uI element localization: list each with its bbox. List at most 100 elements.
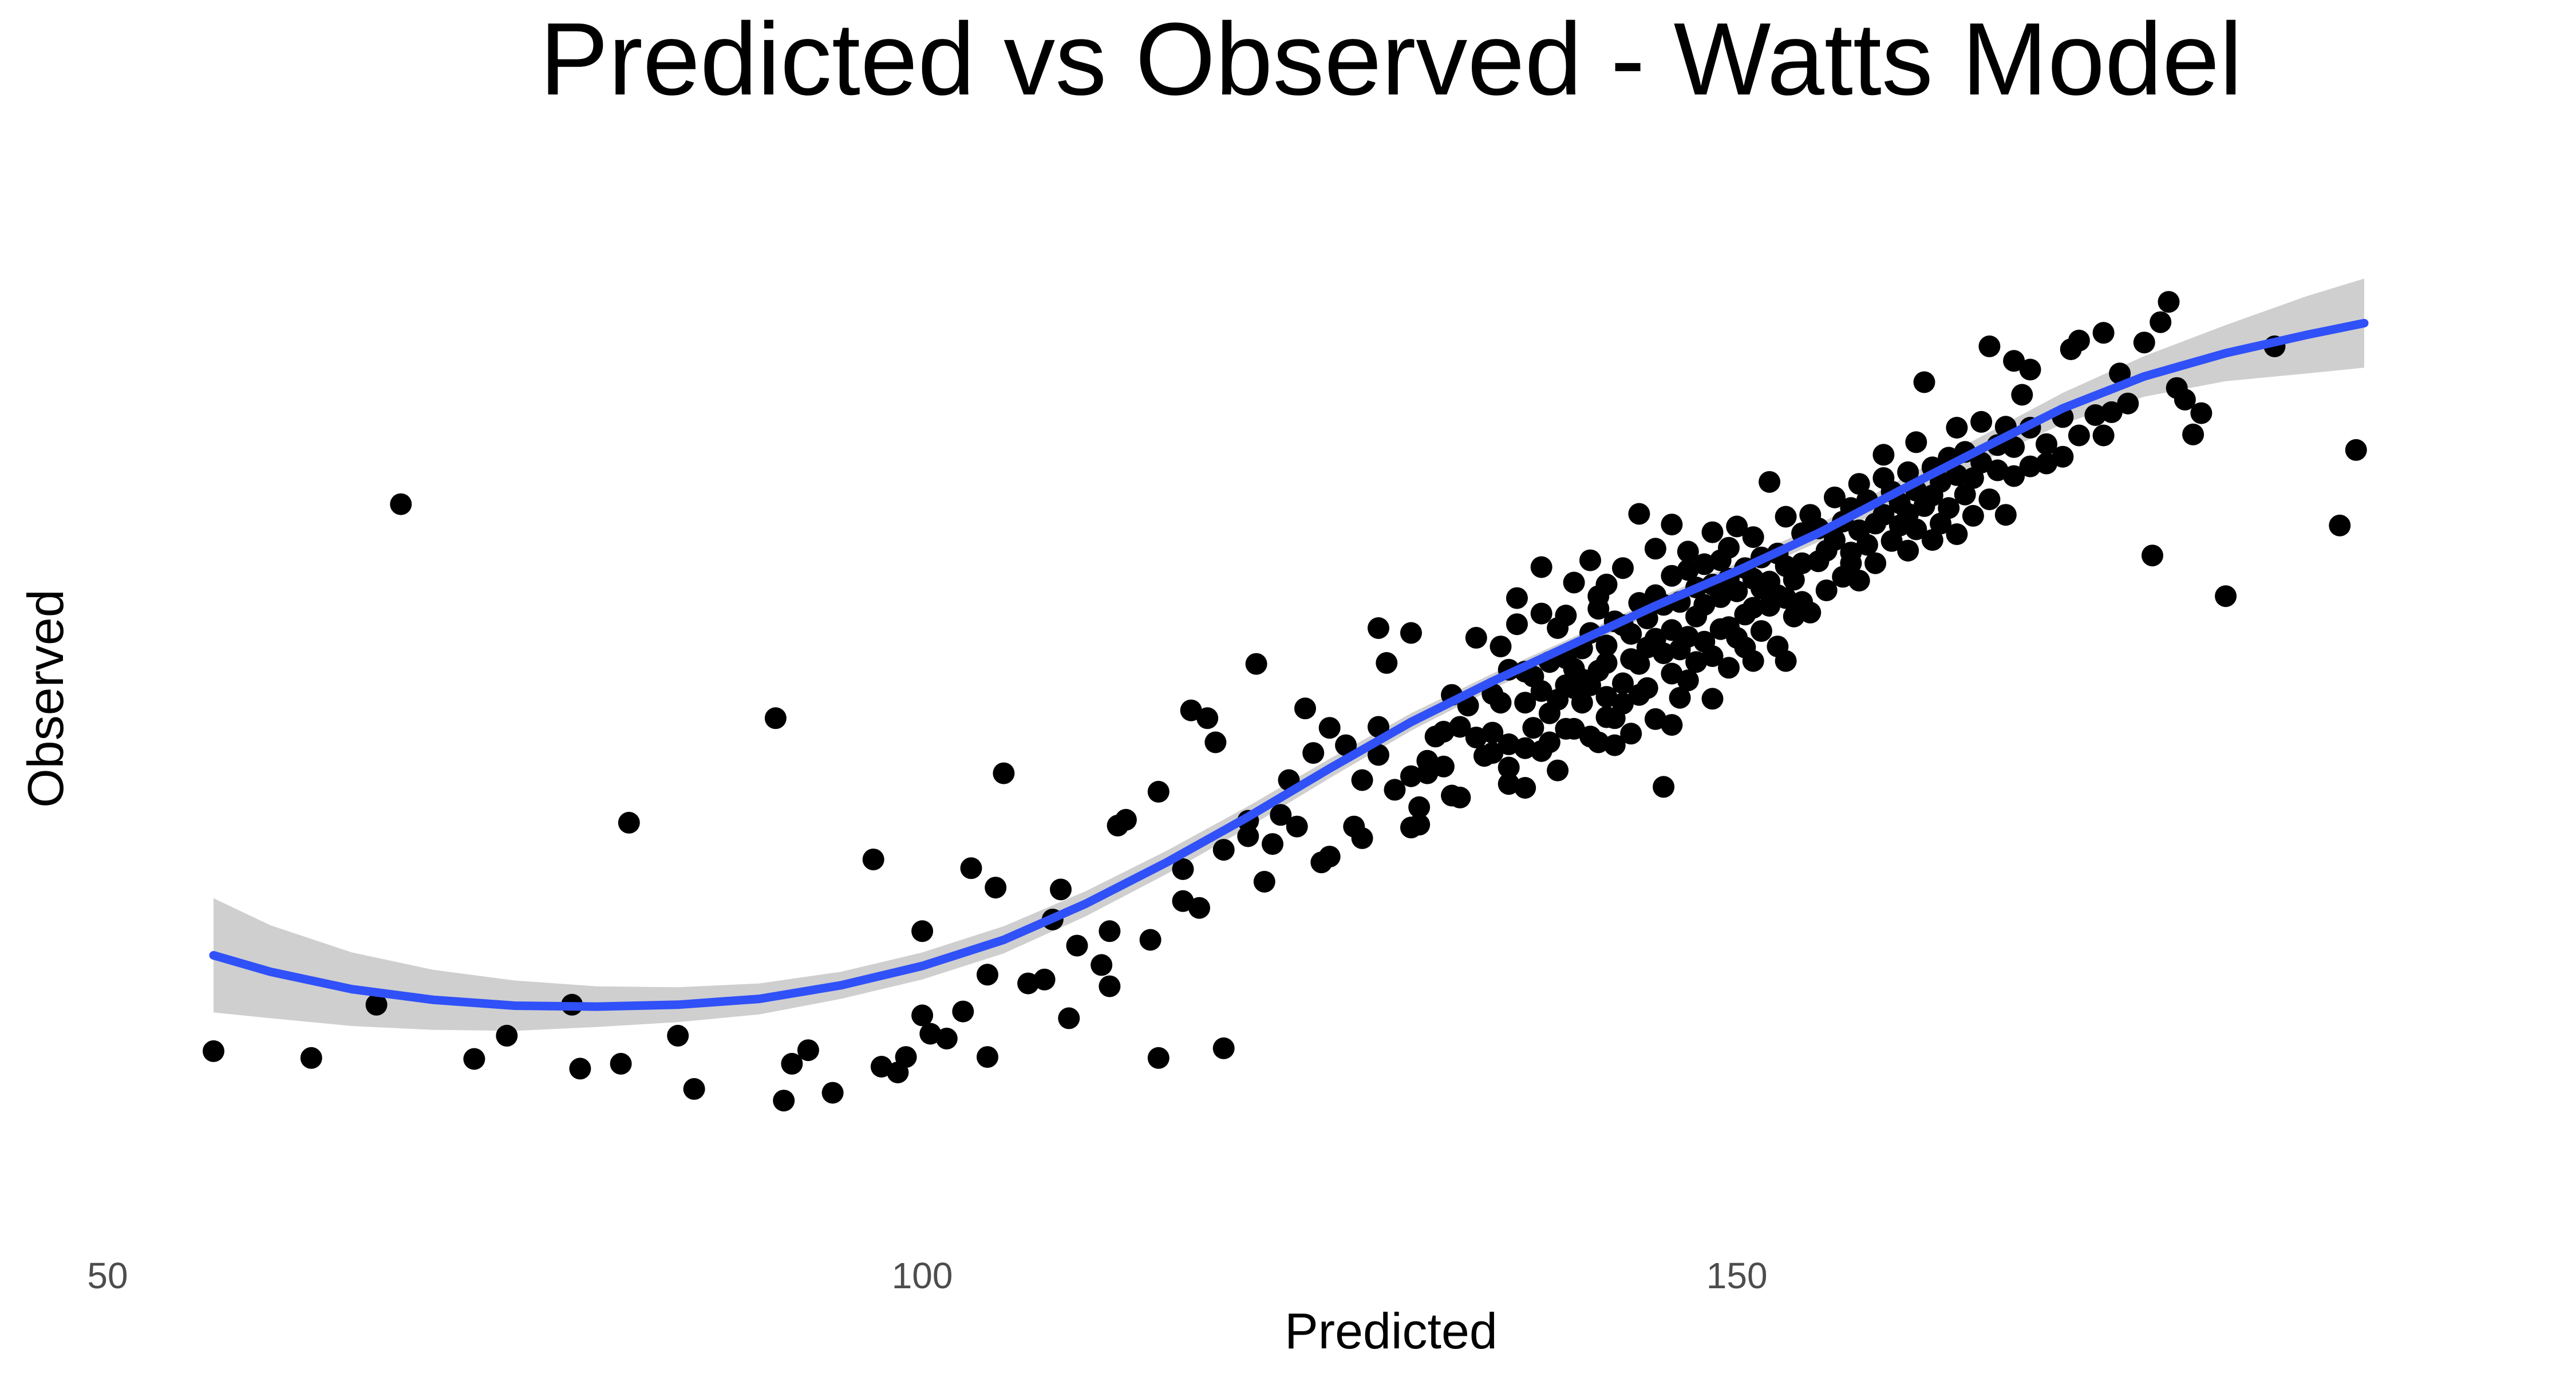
data-point: [2345, 439, 2367, 461]
x-axis-ticks: 50 100 150: [87, 1255, 1767, 1296]
data-point: [2133, 332, 2155, 354]
data-point: [1775, 506, 1797, 528]
data-point: [1978, 488, 2001, 511]
data-point: [1172, 890, 1194, 912]
data-point: [1954, 483, 1976, 506]
data-point: [1530, 556, 1552, 578]
data-point: [1628, 503, 1650, 525]
data-point: [1644, 538, 1666, 560]
data-point: [1905, 431, 1927, 453]
data-point: [1400, 622, 1422, 644]
data-point: [1783, 569, 1805, 591]
data-point: [1351, 827, 1373, 849]
data-point: [1253, 871, 1275, 893]
data-point: [1449, 786, 1471, 808]
data-point: [1742, 597, 1764, 619]
data-point: [1368, 744, 1389, 766]
data-point: [1595, 573, 1618, 595]
data-point: [1612, 557, 1634, 579]
data-point: [1563, 717, 1585, 740]
data-point: [977, 964, 998, 986]
data-point: [1514, 737, 1536, 759]
data-point: [1490, 636, 1512, 658]
x-tick-label: 100: [892, 1255, 953, 1296]
data-point: [2150, 311, 2172, 333]
data-point: [1775, 650, 1797, 672]
data-point: [1921, 529, 1943, 551]
data-point: [1653, 776, 1675, 798]
data-point: [1653, 642, 1675, 664]
data-point: [2084, 404, 2107, 426]
data-point: [1547, 759, 1569, 782]
data-point: [1498, 773, 1520, 795]
data-point: [773, 1090, 795, 1112]
data-point: [203, 1040, 224, 1062]
data-point: [1115, 808, 1137, 831]
data-point: [1408, 796, 1431, 818]
data-point: [2142, 545, 2163, 567]
data-point: [1481, 721, 1504, 744]
data-point: [952, 1000, 974, 1023]
data-point: [1408, 814, 1431, 836]
data-point: [1180, 699, 1202, 721]
data-point: [1066, 934, 1088, 957]
data-point: [1946, 417, 1968, 439]
data-point: [1897, 461, 1919, 483]
data-point: [1416, 749, 1439, 772]
data-point: [1946, 523, 1968, 545]
data-point: [1636, 677, 1658, 699]
data-point: [797, 1039, 819, 1062]
data-point: [1701, 688, 1724, 710]
data-point: [1775, 587, 1797, 609]
data-point: [1693, 594, 1716, 616]
data-point: [1661, 662, 1683, 685]
x-tick-label: 150: [1706, 1255, 1768, 1296]
data-point: [1669, 686, 1691, 709]
data-point: [1595, 634, 1618, 657]
data-point: [1595, 652, 1618, 674]
data-point: [1742, 526, 1764, 549]
data-point: [1204, 731, 1227, 753]
data-point: [1099, 920, 1121, 942]
data-point: [1628, 653, 1650, 675]
data-point: [1864, 552, 1887, 574]
data-point: [1147, 780, 1170, 803]
data-point: [300, 1047, 322, 1069]
data-point: [1212, 839, 1235, 861]
data-point: [1938, 497, 1960, 519]
data-point: [2019, 455, 2041, 478]
data-point: [1603, 734, 1626, 756]
data-point: [1897, 539, 1919, 562]
data-point: [2215, 585, 2237, 607]
data-point: [1994, 504, 2017, 526]
chart-title: Predicted vs Observed - Watts Model: [540, 2, 2242, 117]
data-point: [1848, 570, 1870, 592]
data-point: [1465, 626, 1487, 649]
data-point: [683, 1078, 705, 1100]
data-point: [911, 920, 934, 942]
data-point: [1970, 411, 1993, 433]
data-point: [1050, 878, 1072, 901]
data-point: [1139, 929, 1161, 951]
y-axis-label: Observed: [17, 589, 74, 808]
data-point: [1799, 601, 1822, 624]
data-point: [1538, 731, 1560, 753]
data-point: [365, 993, 388, 1016]
data-point: [1856, 534, 1878, 556]
data-point: [1245, 653, 1267, 675]
data-point: [870, 1056, 892, 1078]
data-point: [2003, 465, 2025, 487]
data-point: [2109, 362, 2131, 385]
data-point: [2036, 433, 2057, 455]
data-point: [667, 1024, 689, 1047]
data-point: [1872, 444, 1895, 466]
data-point: [1644, 708, 1666, 730]
data-point: [2052, 445, 2074, 468]
data-point: [1612, 672, 1634, 695]
data-point: [1514, 777, 1536, 799]
data-point: [895, 1046, 917, 1068]
data-point: [977, 1046, 998, 1068]
data-point: [1368, 617, 1389, 639]
data-point: [1962, 504, 1984, 527]
